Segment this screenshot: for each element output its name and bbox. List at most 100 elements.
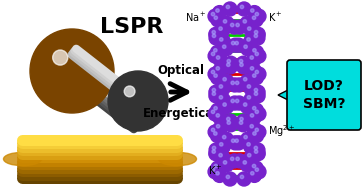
Circle shape	[240, 74, 254, 88]
Circle shape	[226, 5, 230, 9]
Circle shape	[244, 24, 258, 38]
Circle shape	[30, 29, 114, 113]
Circle shape	[213, 168, 227, 182]
Circle shape	[212, 146, 216, 150]
Circle shape	[211, 161, 225, 175]
Circle shape	[247, 53, 261, 67]
Circle shape	[220, 74, 234, 88]
Circle shape	[243, 161, 246, 164]
Circle shape	[132, 95, 135, 98]
Circle shape	[224, 118, 238, 132]
Text: Mg$^{2+}$: Mg$^{2+}$	[268, 123, 295, 139]
Circle shape	[233, 154, 247, 168]
Circle shape	[214, 164, 218, 168]
Circle shape	[252, 9, 266, 23]
Circle shape	[222, 45, 226, 48]
Circle shape	[232, 78, 246, 92]
Circle shape	[60, 59, 74, 73]
Circle shape	[252, 164, 256, 168]
Circle shape	[252, 49, 266, 63]
Circle shape	[255, 128, 258, 132]
Circle shape	[223, 172, 237, 186]
Circle shape	[211, 52, 215, 56]
Circle shape	[50, 49, 87, 86]
Circle shape	[249, 71, 263, 85]
Ellipse shape	[158, 152, 197, 166]
Circle shape	[254, 88, 258, 92]
Circle shape	[223, 2, 237, 16]
Circle shape	[115, 78, 158, 121]
Circle shape	[247, 111, 261, 125]
Circle shape	[226, 117, 230, 121]
Circle shape	[250, 129, 264, 143]
Circle shape	[211, 12, 215, 16]
Circle shape	[214, 49, 217, 52]
Circle shape	[251, 27, 265, 41]
Circle shape	[40, 39, 100, 100]
Circle shape	[209, 143, 223, 157]
Circle shape	[210, 129, 225, 143]
Circle shape	[114, 77, 160, 123]
Circle shape	[129, 92, 139, 102]
Circle shape	[52, 51, 84, 84]
Circle shape	[237, 172, 251, 186]
Circle shape	[254, 146, 258, 150]
Circle shape	[219, 132, 233, 146]
Circle shape	[211, 103, 225, 117]
Circle shape	[122, 85, 149, 112]
Circle shape	[208, 107, 222, 121]
Circle shape	[213, 6, 227, 20]
Circle shape	[236, 118, 250, 132]
Circle shape	[244, 139, 258, 153]
Circle shape	[118, 81, 155, 118]
Circle shape	[219, 42, 233, 56]
Circle shape	[241, 132, 255, 146]
Circle shape	[228, 38, 242, 52]
Circle shape	[216, 172, 219, 175]
Circle shape	[216, 67, 219, 70]
Circle shape	[223, 20, 227, 23]
Circle shape	[226, 63, 230, 67]
Circle shape	[247, 121, 261, 135]
Circle shape	[216, 35, 230, 49]
Circle shape	[126, 89, 143, 106]
Circle shape	[250, 172, 254, 175]
Circle shape	[237, 2, 251, 16]
Circle shape	[249, 161, 263, 175]
Circle shape	[211, 168, 215, 171]
Circle shape	[249, 13, 263, 27]
Text: Optical: Optical	[158, 64, 205, 77]
Circle shape	[226, 175, 230, 179]
Circle shape	[250, 125, 253, 128]
Circle shape	[224, 56, 238, 70]
Text: LOD?
SBM?: LOD? SBM?	[303, 79, 345, 111]
Circle shape	[209, 31, 223, 45]
Circle shape	[223, 77, 226, 81]
Circle shape	[58, 57, 76, 75]
Circle shape	[213, 64, 227, 77]
Circle shape	[209, 27, 223, 41]
Circle shape	[212, 88, 215, 92]
Circle shape	[211, 13, 225, 27]
Circle shape	[232, 38, 246, 52]
Circle shape	[251, 143, 265, 157]
Circle shape	[250, 9, 254, 12]
Circle shape	[220, 100, 234, 114]
Circle shape	[111, 74, 164, 127]
Circle shape	[223, 103, 226, 106]
Circle shape	[244, 77, 247, 81]
Circle shape	[214, 16, 218, 19]
Circle shape	[249, 103, 263, 117]
Circle shape	[241, 42, 255, 56]
Circle shape	[211, 110, 215, 114]
Circle shape	[231, 81, 234, 85]
Circle shape	[239, 59, 243, 63]
Circle shape	[215, 150, 230, 164]
Circle shape	[240, 175, 244, 179]
Circle shape	[214, 106, 217, 110]
Circle shape	[110, 72, 166, 129]
Circle shape	[223, 161, 227, 164]
Circle shape	[210, 45, 225, 59]
Circle shape	[36, 35, 106, 105]
Circle shape	[213, 121, 227, 135]
